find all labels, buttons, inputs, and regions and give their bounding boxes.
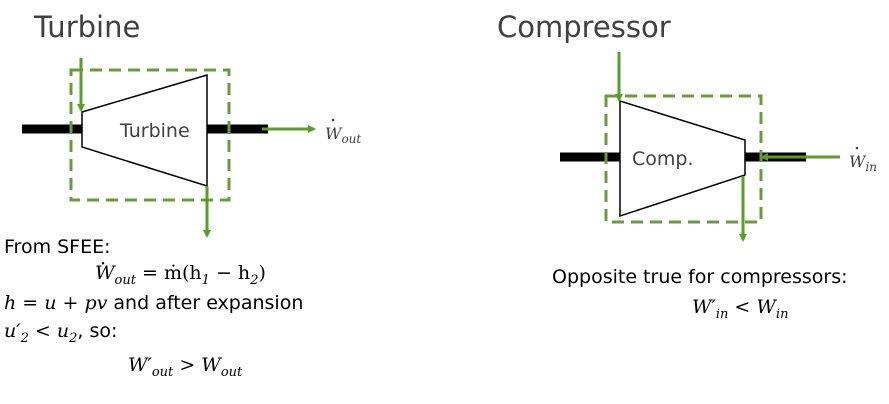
compressor-opposite-text: Opposite true for compressors: [552, 266, 848, 288]
enthalpy-line: h = u + pv and after expansion [4, 292, 303, 314]
compressor-diagram: Comp. Win [560, 52, 877, 242]
eq1-rhs: = ṁ(h1 − h2) [142, 262, 266, 288]
compressor-body [619, 99, 746, 218]
compressor-label: Comp. [632, 148, 694, 170]
turbine-work-dot [331, 118, 335, 122]
turbine-result: W′out > Wout [128, 354, 243, 380]
internal-energy-line: u′2 < u2, so: [4, 320, 117, 346]
eq1-lhs: W · [95, 253, 115, 284]
compressor-result: W′in < Win [692, 296, 789, 322]
turbine-control-volume [69, 68, 231, 202]
so-text: , so: [77, 320, 118, 342]
compressor-title: Compressor [497, 10, 671, 44]
turbine-diagram: Turbine Wout [22, 58, 361, 238]
from-sfee-text: From SFEE: [4, 236, 111, 258]
turbine-work-out-label: Wout [325, 124, 361, 146]
enthalpy-equation: h = u + pv [4, 292, 108, 314]
compressor-work-dot [855, 146, 859, 150]
compressor-work-in-label: Win [849, 152, 877, 174]
enthalpy-text: and after expansion [107, 292, 304, 314]
internal-energy-inequality: u′2 < u2 [4, 320, 78, 346]
turbine-title: Turbine [34, 10, 141, 44]
turbine-label: Turbine [119, 120, 190, 142]
work-out-equation: W · out = ṁ(h1 − h2) [95, 253, 266, 288]
